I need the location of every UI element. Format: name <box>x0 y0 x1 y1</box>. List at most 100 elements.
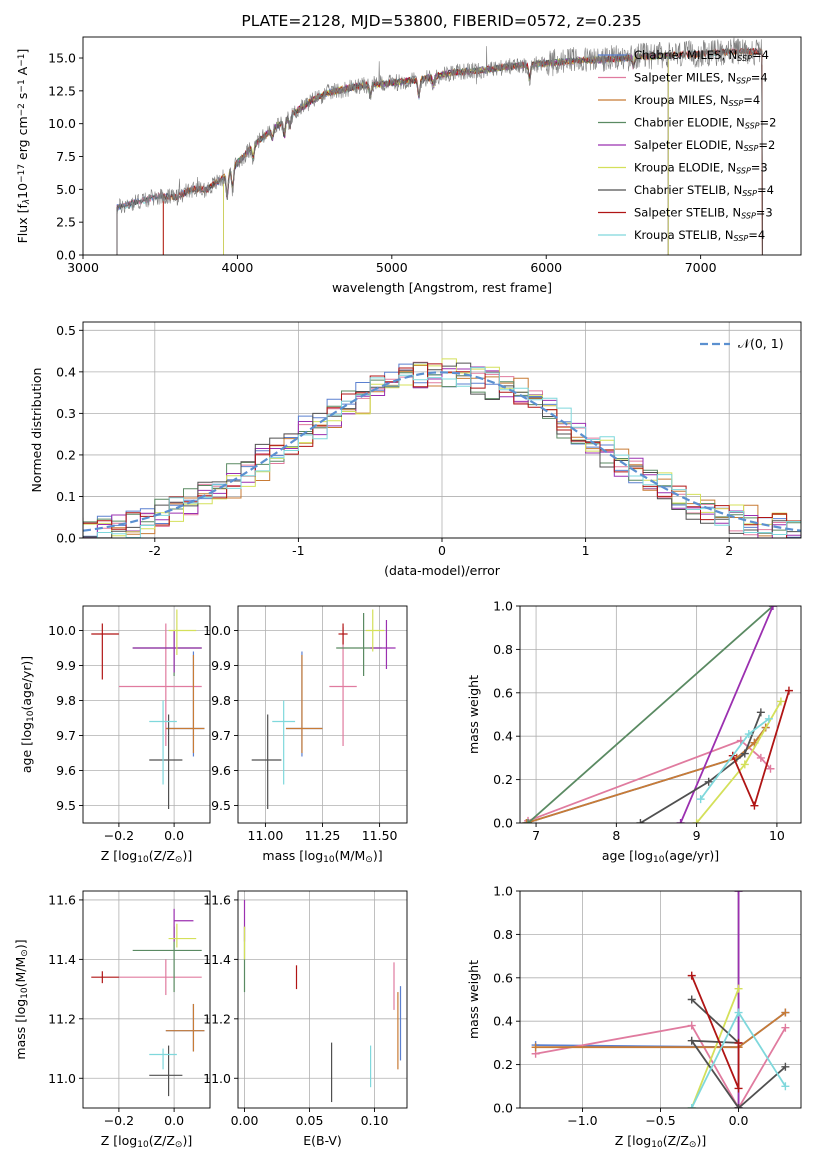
y-tick-label: 10.0 <box>203 623 231 638</box>
spectrum-legend: Chabrier MILES, NSSP=4 Salpeter MILES, NS… <box>598 48 776 243</box>
mass-vs-z-plot-area <box>91 908 205 1097</box>
mass-vs-ebv-axes: 0.00 0.05 0.10 11.0 11.2 11.4 11.6 E(B-V) <box>203 890 408 1148</box>
age-vs-z-frame <box>82 605 211 824</box>
errorbar-point <box>165 651 205 757</box>
errorbar-point <box>165 1003 205 1052</box>
x-axis-label: age [log10(age/yr)] <box>602 848 719 865</box>
mass-weight-marker <box>696 795 705 804</box>
mass-weight-line <box>639 711 762 823</box>
age-vs-mass-axes: 11.00 11.25 11.50 9.5 9.6 9.7 9.8 9.9 10.0 mass [… <box>203 605 408 865</box>
errorbar-point <box>365 609 385 652</box>
model-spectrum-line <box>223 52 669 255</box>
x-tick-label: 7 <box>532 828 540 843</box>
errorbar-point <box>118 623 202 746</box>
y-tick-label: 0.4 <box>56 364 76 379</box>
legend-item: Salpeter ELODIE, NSSP=2 <box>598 138 775 153</box>
x-axis-label: Z [log10(Z/Z⊙)] <box>101 848 192 865</box>
legend-item: Salpeter MILES, NSSP=4 <box>598 71 768 86</box>
mass-weight-marker <box>781 1082 790 1091</box>
errorbar-point <box>251 714 282 809</box>
errorbar-point <box>91 623 119 680</box>
mass-weight-marker <box>734 1084 743 1093</box>
x-tick-label: -1 <box>292 543 304 558</box>
legend-label: Kroupa MILES, NSSP=4 <box>634 93 760 108</box>
errorbar-point <box>272 700 296 785</box>
residual-hist-axes: -2 -1 0 1 2 0.0 0.1 0.2 0.3 0.4 0.5 𝒩(0, 1) (data-mo… <box>29 321 802 578</box>
errorbar-point <box>149 1045 183 1097</box>
errorbar-point <box>329 627 357 746</box>
y-tick-label: 11.0 <box>48 1071 76 1086</box>
y-axis-label: Normed distribution <box>29 368 44 493</box>
mass-weight-marker <box>784 686 793 695</box>
mass-weight-marker <box>522 819 531 823</box>
x-tick-label: -2 <box>149 543 161 558</box>
x-tick-label: 0.0 <box>164 1113 184 1128</box>
x-axis-label: E(B-V) <box>303 1133 342 1148</box>
mass-weight-marker <box>781 1023 790 1032</box>
model-spectrum-line <box>223 52 669 255</box>
y-tick-label: 1.0 <box>493 599 513 614</box>
y-tick-label: 0.6 <box>493 970 513 985</box>
errorbar-point <box>149 700 177 785</box>
x-tick-label: 0.0 <box>164 828 184 843</box>
x-tick-label: −0.2 <box>104 1113 134 1128</box>
mass-vs-ebv-frame <box>237 890 408 1109</box>
y-axis-label: mass [log10(M/M⊙)] <box>13 939 30 1059</box>
y-tick-label: 10.0 <box>48 116 76 131</box>
y-tick-label: 11.2 <box>203 1011 231 1026</box>
errorbar-point <box>168 609 197 655</box>
y-tick-label: 9.7 <box>211 728 231 743</box>
x-axis-label: Z [log10(Z/Z⊙)] <box>101 1133 192 1150</box>
errorbar-point <box>132 630 202 676</box>
age-vs-mass-plot-area <box>251 609 396 809</box>
x-tick-label: 10 <box>769 828 785 843</box>
y-tick-label: 0.8 <box>493 642 513 657</box>
mass-weight-line <box>679 606 774 823</box>
y-tick-label: 9.9 <box>211 658 231 673</box>
legend-label: 𝒩(0, 1) <box>738 336 784 351</box>
x-tick-label: −0.5 <box>645 1113 675 1128</box>
gaussian-curve <box>83 371 801 532</box>
y-tick-label: 15.0 <box>48 51 76 66</box>
errorbar-point <box>168 923 197 948</box>
mass-weight-line <box>535 1024 787 1108</box>
y-tick-label: 10.0 <box>48 623 76 638</box>
residual-histogram-step <box>83 366 801 538</box>
y-tick-label: 9.8 <box>56 693 76 708</box>
y-axis-label: mass weight <box>466 675 481 754</box>
y-tick-label: 11.4 <box>203 952 231 967</box>
residual-histogram-step <box>83 367 801 538</box>
mass-weight-line <box>527 739 772 822</box>
y-tick-label: 9.7 <box>56 728 76 743</box>
y-tick-label: 9.8 <box>211 693 231 708</box>
legend-label: Salpeter STELIB, NSSP=3 <box>634 206 773 221</box>
x-tick-label: 0 <box>438 543 446 558</box>
gaussian-legend: 𝒩(0, 1) <box>700 336 784 351</box>
y-tick-label: 2.5 <box>56 215 76 230</box>
errorbar-point <box>173 908 194 942</box>
spectrum-axes: 3000 4000 5000 6000 7000 0.0 2.5 5.0 7.5 10.0 12.5… <box>15 36 802 295</box>
mass-weight-vs-age-plot-area <box>522 606 793 823</box>
y-tick-label: 0.4 <box>493 1014 513 1029</box>
mass-weight-marker <box>531 1043 540 1052</box>
mass-weight-marker <box>744 730 753 739</box>
y-tick-label: 0.2 <box>493 1057 513 1072</box>
x-tick-label: 11.50 <box>362 828 398 843</box>
mass-weight-marker <box>687 1036 696 1045</box>
y-tick-label: 9.6 <box>211 763 231 778</box>
mass-weight-line <box>731 690 790 809</box>
mass-weight-marker <box>636 819 645 823</box>
residual-hist-plot-area <box>83 358 801 538</box>
mass-weight-marker <box>764 714 773 723</box>
legend-item: Chabrier STELIB, NSSP=4 <box>598 183 774 198</box>
mass-weight-marker <box>734 1038 743 1047</box>
x-tick-label: 3000 <box>67 260 99 275</box>
mass-weight-marker <box>776 697 785 706</box>
y-tick-label: 11.2 <box>48 1011 76 1026</box>
mass-vs-z-axes: −0.2 0.0 11.0 11.2 11.4 11.6 Z [log10(Z/Z⊙)] ma… <box>13 890 211 1150</box>
model-spectrum-line <box>223 52 669 255</box>
mass-weight-marker <box>766 764 775 773</box>
x-tick-label: 6000 <box>530 260 562 275</box>
y-tick-label: 0.6 <box>493 685 513 700</box>
